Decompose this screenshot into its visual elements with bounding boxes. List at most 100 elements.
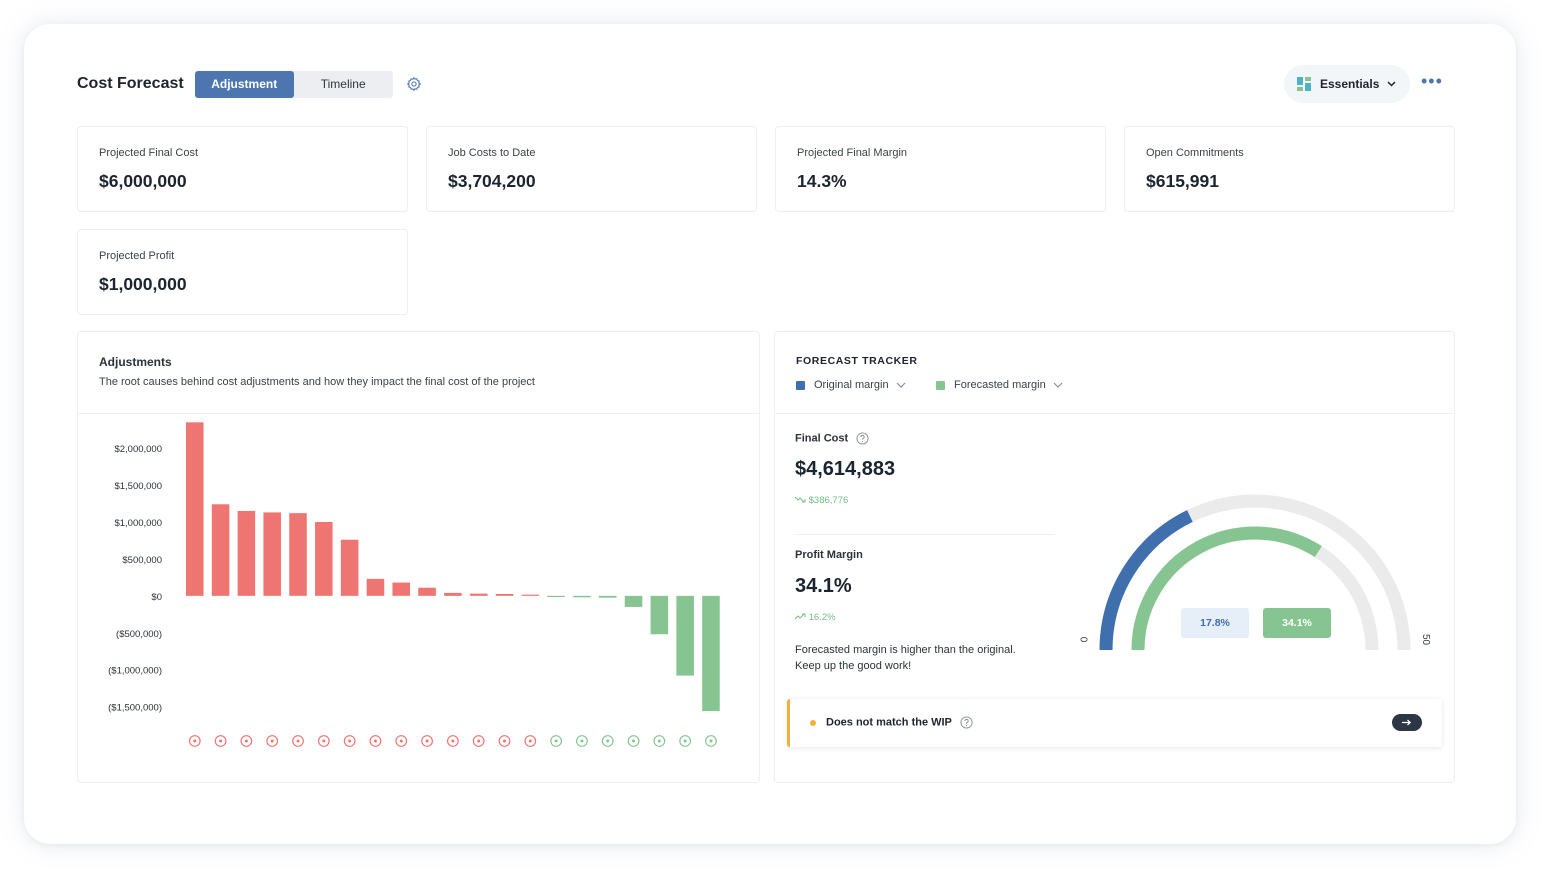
chevron-down-icon: [896, 382, 906, 388]
kpi-value: 14.3%: [797, 171, 847, 191]
bar[interactable]: [495, 594, 514, 596]
bar[interactable]: [702, 595, 720, 712]
y-tick-label: ($1,500,000): [108, 703, 162, 714]
expand-icon[interactable]: [240, 735, 253, 747]
bar[interactable]: [676, 595, 694, 676]
tab-adjustment[interactable]: Adjustment: [194, 70, 294, 98]
chevron-down-icon: [1387, 81, 1396, 87]
exchange-icon[interactable]: [421, 735, 433, 747]
kpi-label: Projected Final Cost: [99, 147, 199, 159]
gauge-track-inner: [1131, 526, 1379, 651]
kpi-card-projected-final-margin: Projected Final Margin 14.3%: [775, 126, 1106, 212]
y-tick-label: $1,000,000: [114, 518, 162, 529]
page-title: Cost Forecast: [77, 75, 184, 92]
tools-icon[interactable]: [266, 735, 279, 747]
y-tick-label: $1,500,000: [114, 481, 162, 492]
bar[interactable]: [444, 592, 462, 596]
dashboard-grid-icon: [1297, 77, 1311, 91]
bar[interactable]: [366, 578, 385, 596]
bar[interactable]: [521, 594, 540, 596]
question-circle-icon[interactable]: [343, 735, 356, 747]
bar[interactable]: [340, 539, 359, 596]
wip-label: Does not match the WIP: [826, 716, 973, 729]
arrow-right-button[interactable]: [1392, 714, 1422, 731]
kpi-label: Open Commitments: [1146, 147, 1244, 159]
bar[interactable]: [547, 595, 565, 598]
grid-icon[interactable]: [446, 735, 459, 747]
gauge-max-label: 50: [1420, 633, 1432, 646]
tag-icon[interactable]: [576, 735, 588, 747]
target-icon[interactable]: [472, 735, 485, 747]
bar[interactable]: [650, 595, 669, 635]
forecasted-margin-pill: 34.1%: [1263, 608, 1331, 638]
diamond-icon[interactable]: [705, 735, 717, 747]
alert-circle-icon[interactable]: [679, 735, 692, 747]
gear-icon[interactable]: [406, 76, 422, 92]
bar[interactable]: [418, 587, 436, 596]
help-circle-icon[interactable]: [856, 432, 869, 445]
divider: [775, 413, 1454, 414]
tools-icon[interactable]: [524, 735, 537, 747]
money-bag-icon[interactable]: [317, 735, 330, 747]
adjustments-card: Adjustments The root causes behind cost …: [77, 331, 760, 783]
legend-label: Forecasted margin: [954, 379, 1046, 391]
money-bag-icon[interactable]: [601, 735, 614, 747]
trend-down-icon: [794, 496, 806, 503]
original-margin-pill: 17.8%: [1181, 608, 1249, 638]
bar[interactable]: [392, 582, 411, 596]
warning-dot: [810, 720, 816, 726]
final-cost-label: Final Cost: [795, 432, 869, 445]
divider: [795, 534, 1055, 535]
grid-icon[interactable]: [653, 735, 666, 747]
bar[interactable]: [624, 595, 643, 607]
y-tick-label: $0: [151, 592, 162, 603]
kpi-value: $615,991: [1146, 171, 1219, 191]
adjustments-chart: $2,000,000 $1,500,000 $1,000,000 $500,000 $0…: [108, 422, 720, 747]
help-circle-icon[interactable]: [960, 716, 973, 729]
page-header: Cost Forecast Adjustment Timeline: [77, 68, 422, 100]
forecasted-margin-swatch: [936, 380, 945, 390]
gauge-icon[interactable]: [550, 735, 563, 747]
kpi-value: $6,000,000: [99, 171, 187, 191]
y-tick-label: $2,000,000: [114, 444, 162, 455]
bar[interactable]: [289, 513, 307, 596]
kpi-card-projected-final-cost: Projected Final Cost $6,000,000: [77, 126, 408, 212]
kpi-label: Projected Final Margin: [797, 147, 908, 159]
bar[interactable]: [263, 512, 281, 596]
y-tick-label: ($1,000,000): [108, 666, 162, 677]
kpi-value: $1,000,000: [99, 274, 187, 294]
alert-circle-icon[interactable]: [188, 735, 201, 747]
divider: [78, 413, 759, 414]
cancel-circle-icon[interactable]: [498, 735, 511, 747]
traffic-cone-icon[interactable]: [292, 735, 304, 747]
bar[interactable]: [186, 422, 204, 596]
legend-forecasted-margin[interactable]: Forecasted margin: [936, 379, 1063, 391]
kpi-value: $3,704,200: [448, 171, 536, 191]
essentials-view-selector[interactable]: Essentials: [1284, 65, 1410, 103]
bar[interactable]: [598, 595, 617, 598]
profit-margin-value: 34.1%: [795, 575, 852, 597]
chat-icon[interactable]: [395, 735, 408, 747]
wip-alert[interactable]: Does not match the WIP: [787, 699, 1442, 747]
margin-note: Forecasted margin is higher than the ori…: [795, 644, 1016, 672]
bar[interactable]: [573, 595, 591, 598]
download-icon[interactable]: [627, 735, 640, 747]
legend-label: Original margin: [814, 379, 889, 391]
final-cost-value: $4,614,883: [795, 458, 896, 480]
bar[interactable]: [211, 504, 230, 596]
chevron-down-icon: [1053, 382, 1063, 388]
more-horizontal-icon[interactable]: •••: [1421, 71, 1443, 91]
forecast-tracker-card: FORECAST TRACKER Original margin Forecas…: [774, 331, 1455, 783]
bar[interactable]: [237, 510, 256, 596]
no-entry-icon[interactable]: [214, 735, 227, 747]
forecast-tracker-title: FORECAST TRACKER: [796, 355, 918, 367]
legend-original-margin[interactable]: Original margin: [796, 379, 906, 391]
arrow-right-icon: [1402, 719, 1412, 726]
margin-gauge: [1099, 494, 1411, 651]
gauge-min-label: 0: [1077, 636, 1089, 643]
bar[interactable]: [315, 522, 333, 596]
tab-timeline[interactable]: Timeline: [320, 77, 366, 91]
cloud-rain-icon[interactable]: [369, 735, 382, 747]
bar[interactable]: [469, 593, 488, 596]
essentials-label: Essentials: [1320, 77, 1380, 91]
